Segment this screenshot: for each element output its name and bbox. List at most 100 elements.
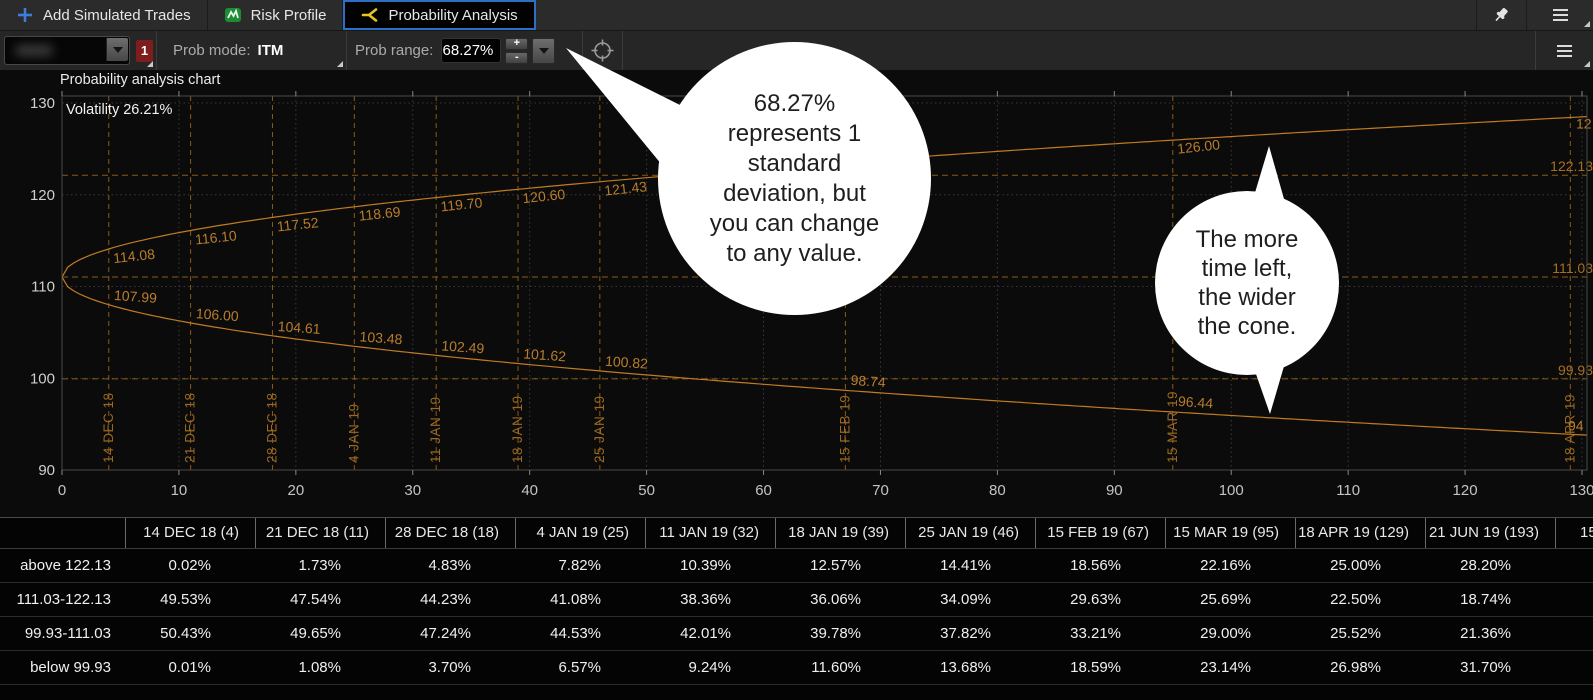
tab-label: Risk Profile: [250, 6, 327, 24]
svg-text:110: 110: [31, 279, 55, 296]
svg-text:130: 130: [30, 95, 55, 112]
redacted-symbol: [15, 45, 53, 56]
pin-button[interactable]: [1476, 0, 1526, 30]
table-cell: 47.54%: [290, 591, 341, 608]
table-cell: 0.01%: [168, 659, 211, 676]
table-cell: 47.24%: [420, 625, 471, 642]
menu-icon: [1557, 44, 1572, 57]
table-cell: 4.83%: [428, 557, 471, 574]
tab-risk-profile[interactable]: Risk Profile: [208, 0, 344, 30]
svg-text:25 JAN 19: 25 JAN 19: [592, 395, 607, 463]
table-cell: 29.00%: [1200, 625, 1251, 642]
table-cell: 9.24%: [688, 659, 731, 676]
table-header-empty: [0, 518, 125, 548]
svg-text:126.00: 126.00: [1176, 136, 1220, 156]
tab-add-simulated-trades[interactable]: Add Simulated Trades: [0, 0, 208, 30]
table-cell: 49.53%: [160, 591, 211, 608]
table-cell-cut: [1555, 651, 1593, 684]
stepper-down-button[interactable]: -: [505, 51, 529, 64]
svg-text:111.03: 111.03: [1552, 260, 1593, 276]
svg-text:40: 40: [521, 482, 538, 499]
table-cell: 0.02%: [168, 557, 211, 574]
svg-text:106.00: 106.00: [195, 305, 239, 324]
svg-text:90: 90: [38, 462, 55, 479]
table-cell: 23.14%: [1200, 659, 1251, 676]
callout-tail: [566, 48, 690, 165]
table-cell: 1.08%: [298, 659, 341, 676]
table-cell: 18.59%: [1070, 659, 1121, 676]
svg-text:110: 110: [1336, 482, 1360, 499]
table-row-label: 99.93-111.03: [24, 625, 111, 642]
table-cell: 44.53%: [550, 625, 601, 642]
svg-text:117.52: 117.52: [276, 214, 319, 234]
table-cell: 49.65%: [290, 625, 341, 642]
svg-text:107.99: 107.99: [114, 287, 158, 306]
table-cell: 1.73%: [298, 557, 341, 574]
svg-text:100.82: 100.82: [605, 353, 649, 372]
prob-mode-label: Prob mode:: [173, 42, 251, 59]
table-cell: 6.57%: [558, 659, 601, 676]
crosshair-icon[interactable]: [589, 37, 616, 64]
table-header-cut: 15: [1555, 518, 1593, 548]
symbol-section: 1: [0, 31, 157, 70]
tab-bar: Add Simulated Trades Risk Profile Probab…: [0, 0, 1593, 30]
table-cell: 22.16%: [1200, 557, 1251, 574]
table-cell-cut: [1555, 549, 1593, 582]
tabbar-spacer: [536, 0, 1476, 30]
svg-text:70: 70: [872, 482, 889, 499]
svg-text:94: 94: [1568, 417, 1584, 433]
tab-label: Probability Analysis: [388, 6, 518, 24]
prob-range-input[interactable]: 68.27%: [441, 38, 502, 63]
callout-cone-width: The more time left, the wider the cone.: [1155, 191, 1339, 375]
svg-text:10: 10: [171, 482, 188, 499]
table-row-label: 111.03-122.13: [16, 591, 111, 608]
svg-text:102.49: 102.49: [441, 337, 485, 356]
table-cell: 14.41%: [940, 557, 991, 574]
callout-prob-range: 68.27% represents 1 standard deviation, but…: [658, 42, 931, 315]
svg-text:98.74: 98.74: [850, 372, 886, 390]
tabbar-menu-button[interactable]: [1526, 0, 1593, 30]
prob-mode-dropdown[interactable]: Prob mode: ITM: [157, 31, 347, 70]
table-header-cell: 15 FEB 19 (67): [1035, 518, 1165, 548]
svg-text:121.43: 121.43: [603, 178, 647, 198]
svg-text:101.62: 101.62: [523, 345, 567, 364]
svg-text:116.10: 116.10: [194, 227, 237, 247]
svg-text:18 JAN 19: 18 JAN 19: [510, 395, 525, 463]
svg-text:104.61: 104.61: [277, 318, 321, 337]
svg-text:120: 120: [30, 187, 55, 204]
table-cell: 18.74%: [1460, 591, 1511, 608]
table-header-cell: 14 DEC 18 (4): [125, 518, 255, 548]
prob-range-dropdown-button[interactable]: [532, 37, 556, 64]
tab-probability-analysis[interactable]: Probability Analysis: [343, 0, 536, 30]
table-cell: 18.56%: [1070, 557, 1121, 574]
toolbar-menu-button[interactable]: [1535, 31, 1593, 70]
table-cell: 7.82%: [558, 557, 601, 574]
table-row-label: above 122.13: [20, 557, 111, 574]
volatility-readout: Volatility 26.21%: [66, 102, 173, 118]
symbol-dropdown[interactable]: [4, 36, 130, 65]
callout-text: The more time left, the wider the cone.: [1195, 226, 1299, 340]
table-header-cell: 21 JUN 19 (193): [1425, 518, 1555, 548]
table-header-cell: 18 JAN 19 (39): [775, 518, 905, 548]
svg-text:120.60: 120.60: [522, 186, 566, 206]
svg-text:4 JAN 19: 4 JAN 19: [346, 403, 361, 463]
svg-text:103.48: 103.48: [359, 328, 403, 347]
table-cell: 37.82%: [940, 625, 991, 642]
table-cell: 10.39%: [680, 557, 731, 574]
table-cell: 11.60%: [811, 659, 861, 676]
table-cell: 50.43%: [160, 625, 211, 642]
count-badge: 1: [136, 39, 153, 62]
table-row: above 122.13 0.02% 1.73% 4.83% 7.82% 10.39% 12…: [0, 549, 1593, 583]
stepper-up-button[interactable]: +: [505, 37, 529, 50]
svg-text:99.93: 99.93: [1558, 362, 1593, 378]
svg-text:100: 100: [30, 370, 55, 387]
table-cell: 12.57%: [810, 557, 861, 574]
menu-icon: [1552, 9, 1568, 21]
table-cell: 34.09%: [940, 591, 991, 608]
dropdown-arrow-button[interactable]: [106, 38, 128, 61]
svg-text:60: 60: [755, 482, 772, 499]
svg-text:122.13: 122.13: [1550, 158, 1593, 174]
callout-text: 68.27% represents 1 standard deviation, but…: [709, 89, 880, 267]
table-cell: 3.70%: [428, 659, 471, 676]
svg-text:14 DEC 18: 14 DEC 18: [101, 392, 116, 463]
